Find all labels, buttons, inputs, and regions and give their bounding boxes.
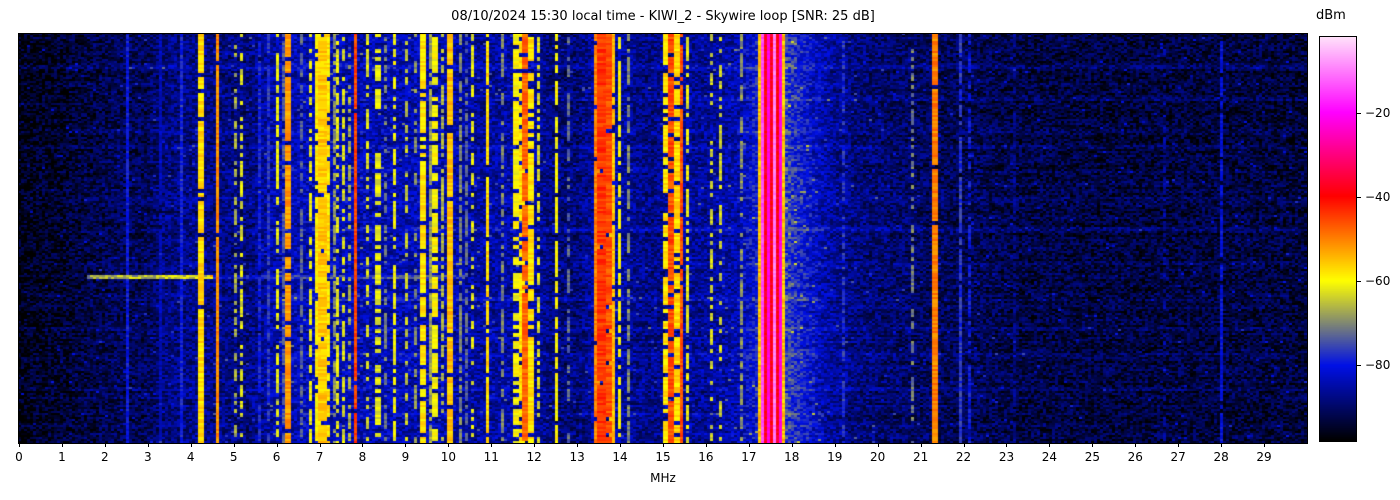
x-tick-mark <box>147 443 149 447</box>
x-tick-mark <box>1264 443 1266 447</box>
x-tick-mark <box>362 443 364 447</box>
x-tick-label: 4 <box>186 450 195 464</box>
x-tick-label: 19 <box>827 450 843 464</box>
x-tick-mark <box>104 443 106 447</box>
x-tick-mark <box>319 443 321 447</box>
x-tick-label: 25 <box>1084 450 1100 464</box>
x-tick-mark <box>491 443 493 447</box>
x-tick-label: 12 <box>526 450 542 464</box>
x-tick-mark <box>190 443 192 447</box>
x-tick-label: 15 <box>655 450 671 464</box>
x-tick-label: 3 <box>143 450 152 464</box>
x-tick-label: 26 <box>1127 450 1143 464</box>
x-tick-mark <box>748 443 750 447</box>
colorbar-tick-label: −20 <box>1365 105 1391 120</box>
x-tick-label: 5 <box>229 450 238 464</box>
x-tick-mark <box>405 443 407 447</box>
x-tick-label: 23 <box>998 450 1015 464</box>
x-tick-mark <box>233 443 235 447</box>
x-tick-label: 24 <box>1041 450 1058 464</box>
colorbar-unit-label: dBm <box>1316 8 1346 23</box>
x-tick-mark <box>577 443 579 447</box>
x-tick-mark <box>276 443 278 447</box>
colorbar-tick-mark <box>1357 365 1361 367</box>
x-tick-label: 21 <box>912 450 929 464</box>
x-tick-mark <box>1221 443 1223 447</box>
colorbar-tick-label: −60 <box>1365 274 1391 289</box>
x-tick-label: 11 <box>483 450 499 464</box>
x-tick-mark <box>791 443 793 447</box>
plot-title: 08/10/2024 15:30 local time - KIWI_2 - S… <box>451 9 875 24</box>
x-tick-label: 14 <box>612 450 628 464</box>
x-tick-label: 16 <box>698 450 714 464</box>
x-tick-mark <box>534 443 536 447</box>
x-tick-mark <box>963 443 965 447</box>
x-tick-label: 29 <box>1256 450 1272 464</box>
x-tick-mark <box>1049 443 1051 447</box>
x-tick-label: 10 <box>440 450 456 464</box>
x-tick-label: 8 <box>358 450 367 464</box>
x-tick-mark <box>877 443 879 447</box>
x-tick-label: 2 <box>101 450 109 464</box>
colorbar-tick-mark <box>1357 196 1361 198</box>
x-tick-label: 28 <box>1213 450 1229 464</box>
x-tick-mark <box>61 443 63 447</box>
x-tick-mark <box>705 443 707 447</box>
x-tick-label: 7 <box>315 450 324 464</box>
x-tick-mark <box>448 443 450 447</box>
x-tick-mark <box>620 443 622 447</box>
x-tick-label: 27 <box>1170 450 1186 464</box>
x-tick-mark <box>1135 443 1137 447</box>
x-tick-mark <box>1092 443 1094 447</box>
x-tick-label: 17 <box>741 450 757 464</box>
x-tick-mark <box>1178 443 1180 447</box>
x-tick-mark <box>663 443 664 447</box>
x-tick-label: 13 <box>569 450 585 464</box>
x-tick-label: 18 <box>784 450 800 464</box>
colorbar-tick-label: −40 <box>1365 189 1391 204</box>
x-tick-label: 0 <box>15 450 23 464</box>
x-tick-label: 20 <box>870 450 886 464</box>
x-tick-mark <box>920 443 922 447</box>
x-tick-mark <box>1006 443 1008 447</box>
x-tick-label: 6 <box>272 450 281 464</box>
colorbar-tick-label: −80 <box>1365 358 1391 373</box>
colorbar <box>1319 36 1357 442</box>
x-tick-mark <box>19 443 20 447</box>
spectrogram-heatmap <box>18 33 1308 444</box>
x-tick-label: 1 <box>58 450 66 464</box>
x-tick-label: 9 <box>401 450 410 464</box>
colorbar-tick-mark <box>1357 281 1361 283</box>
x-axis-label: MHz <box>650 471 676 485</box>
x-tick-label: 22 <box>955 450 972 464</box>
colorbar-tick-mark <box>1357 112 1361 114</box>
x-tick-mark <box>834 443 836 447</box>
